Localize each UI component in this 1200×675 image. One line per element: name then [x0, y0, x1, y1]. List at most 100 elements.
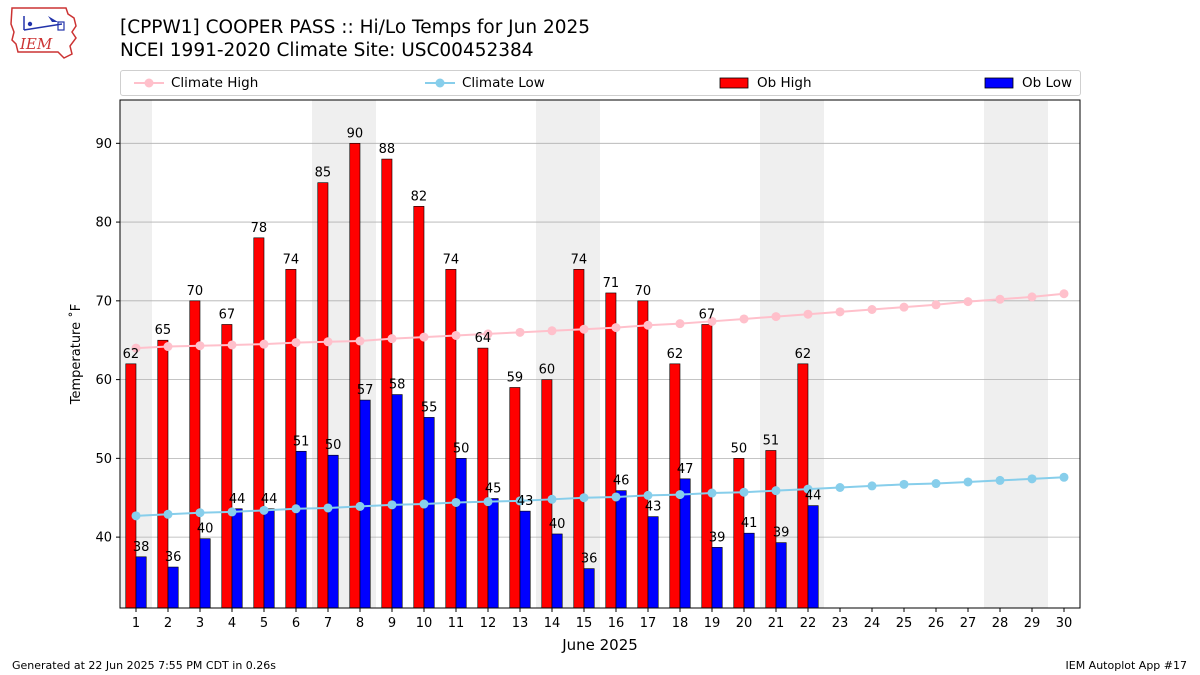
climate-low-point	[163, 509, 173, 519]
bar-value-label: 44	[261, 492, 278, 507]
bar-value-label: 64	[475, 331, 492, 346]
legend-label: Climate High	[171, 75, 259, 91]
climate-low-point	[195, 508, 205, 518]
bar-value-label: 44	[805, 489, 822, 504]
ob-low-bar	[743, 532, 755, 609]
ob-low-bar	[519, 510, 531, 609]
bar-value-label: 44	[229, 492, 246, 507]
ob-high-bar	[477, 347, 489, 609]
x-tick-label: 12	[480, 616, 497, 631]
climate-low-point	[259, 505, 269, 515]
bar-labels: 62 65 70 67 78 74 85 90 88 82 74 64 59 60 74 71 70 62 67 50…	[123, 126, 822, 566]
bar-value-label: 85	[315, 166, 332, 181]
ob-low-bar	[295, 450, 307, 609]
bar-value-label: 62	[123, 347, 140, 362]
bar-value-label: 62	[795, 347, 812, 362]
x-tick-label: 4	[228, 616, 236, 631]
x-tick-label: 28	[992, 616, 1009, 631]
grid-lines	[120, 142, 1080, 538]
bar-value-label: 65	[155, 323, 172, 338]
ob-low-bar	[167, 566, 179, 609]
bar-value-label: 38	[133, 540, 150, 555]
climate-high-point	[515, 327, 525, 337]
ob-low-bar	[615, 490, 627, 609]
ob-high-bar	[541, 379, 553, 609]
y-tick-label: 80	[95, 216, 112, 231]
x-tick-label: 10	[416, 616, 433, 631]
ob-low-bar	[423, 417, 435, 609]
footer-app-text: IEM Autoplot App #17	[1065, 659, 1188, 672]
climate-low-point	[1059, 472, 1069, 482]
bar-value-label: 71	[603, 276, 620, 291]
bar-value-label: 74	[443, 252, 460, 267]
ob-high-bar	[221, 324, 233, 609]
climate-high-point	[131, 343, 141, 353]
y-tick-label: 70	[95, 294, 112, 309]
climate-low-point	[739, 487, 749, 497]
bar-value-label: 58	[389, 378, 406, 393]
bar-value-label: 39	[709, 530, 726, 545]
x-tick-label: 3	[196, 616, 204, 631]
climate-high-point	[643, 320, 653, 330]
climate-high-point	[451, 330, 461, 340]
bar-value-label: 45	[485, 482, 502, 497]
bar-value-label: 88	[379, 142, 396, 157]
climate-high-point	[707, 316, 717, 326]
climate-low-point	[963, 477, 973, 487]
x-tick-label: 19	[704, 616, 721, 631]
x-tick-label: 27	[960, 616, 977, 631]
bar-value-label: 40	[549, 517, 566, 532]
bar-value-label: 57	[357, 383, 374, 398]
climate-low-point	[547, 494, 557, 504]
ob-high-bar	[125, 363, 137, 609]
climate-lines	[131, 289, 1069, 521]
svg-text:IEM: IEM	[19, 35, 53, 53]
ob-high-bar	[637, 300, 649, 609]
climate-high-point	[1027, 292, 1037, 302]
bar-value-label: 67	[219, 307, 236, 322]
climate-high-point	[579, 324, 589, 334]
ob-low-bar	[647, 516, 659, 609]
bar-value-label: 50	[325, 438, 342, 453]
climate-low-point	[131, 511, 141, 521]
ob-high-bar	[669, 363, 681, 609]
ob-low-bar	[135, 556, 147, 609]
y-tick-label: 50	[95, 452, 112, 467]
climate-low-point	[931, 479, 941, 489]
climate-high-point	[739, 314, 749, 324]
bar-value-label: 78	[251, 221, 268, 236]
climate-low-point	[643, 490, 653, 500]
bar-value-label: 82	[411, 189, 428, 204]
ob-high-bar	[605, 292, 617, 609]
climate-high-point	[931, 300, 941, 310]
bar-value-label: 59	[507, 370, 524, 385]
ob-low-bar	[775, 542, 787, 609]
x-tick-label: 11	[448, 616, 465, 631]
legend-item-ob-high: Ob High	[719, 71, 812, 95]
legend: Climate High Climate Low Ob High Ob Low	[120, 70, 1081, 96]
climate-high-point	[611, 323, 621, 333]
bar-value-label: 43	[517, 494, 534, 509]
climate-low-point	[995, 475, 1005, 485]
x-tick-label: 23	[832, 616, 849, 631]
ob-high-bar	[733, 458, 745, 609]
x-tick-label: 8	[356, 616, 364, 631]
x-tick-label: 21	[768, 616, 785, 631]
x-tick-label: 24	[864, 616, 881, 631]
climate-high-point	[195, 341, 205, 351]
chart-title: [CPPW1] COOPER PASS :: Hi/Lo Temps for J…	[120, 17, 591, 38]
climate-low-point	[291, 504, 301, 514]
legend-label: Climate Low	[462, 75, 545, 91]
climate-low-point	[483, 497, 493, 507]
climate-low-point	[515, 496, 525, 506]
climate-low-point	[227, 507, 237, 517]
climate-high-point	[355, 336, 365, 346]
ob-low-bar	[583, 568, 595, 609]
climate-low-point	[611, 492, 621, 502]
bar-value-label: 50	[453, 441, 470, 456]
bar-value-label: 51	[293, 434, 310, 449]
climate-low-point	[451, 497, 461, 507]
ob-low-bar	[455, 458, 467, 609]
x-tick-label: 18	[672, 616, 689, 631]
